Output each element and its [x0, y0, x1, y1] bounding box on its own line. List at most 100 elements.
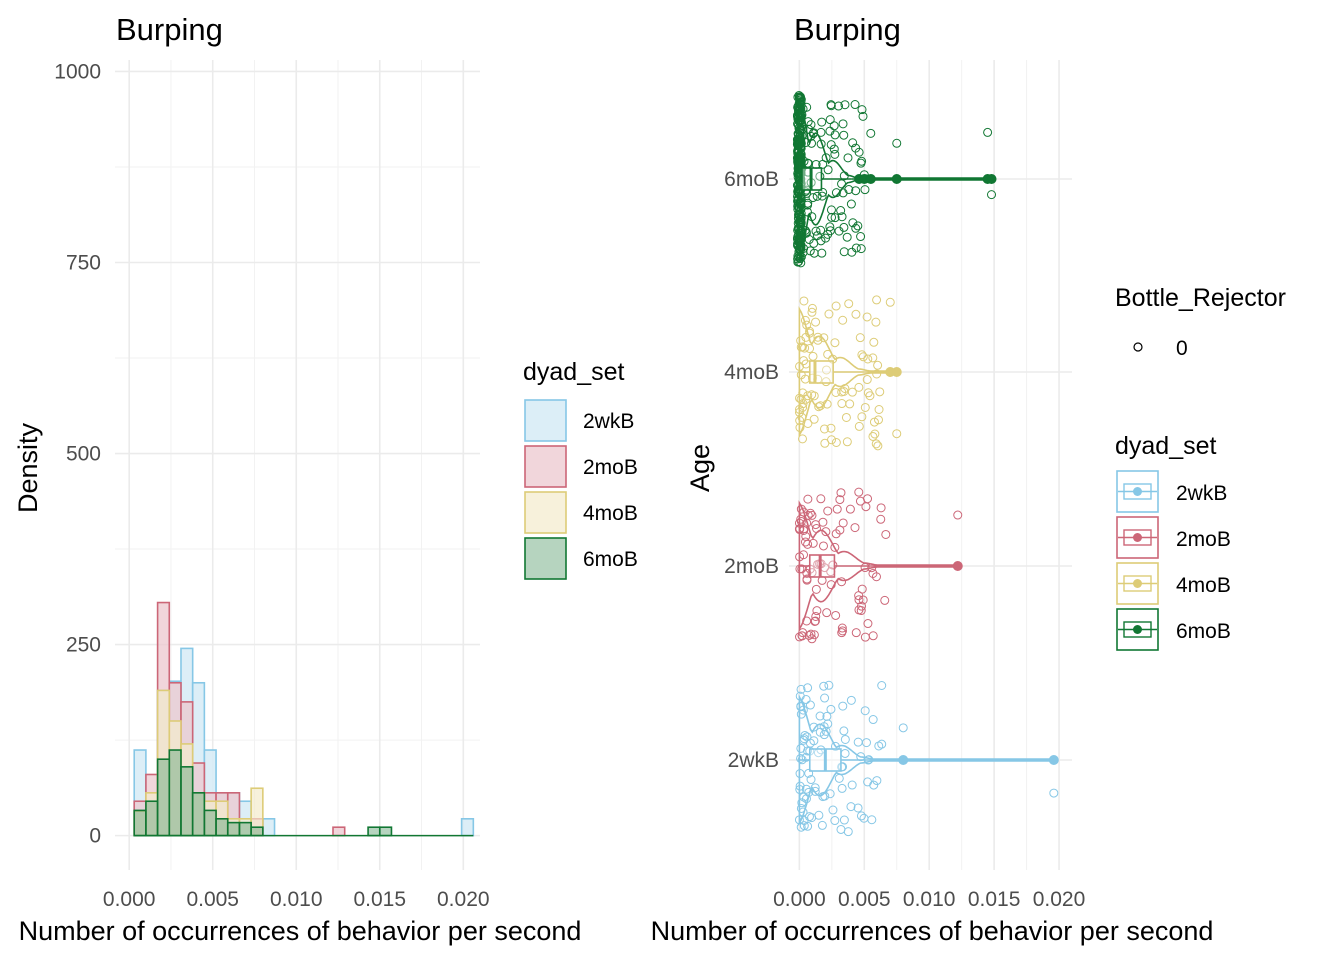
jitter-point: [827, 212, 837, 222]
jitter-point: [817, 820, 827, 830]
jitter-point: [843, 153, 853, 163]
jitter-point: [853, 221, 863, 231]
jitter-point: [823, 719, 833, 729]
jitter-point: [877, 739, 887, 749]
jitter-point: [796, 743, 806, 753]
jitter-point: [860, 632, 870, 642]
jitter-point: [805, 700, 815, 710]
outlier-point: [865, 174, 876, 184]
jitter-point: [869, 337, 879, 347]
jitter-point: [862, 312, 872, 322]
jitter-point: [865, 391, 875, 401]
jitter-point: [801, 531, 811, 541]
jitter-point: [797, 342, 807, 352]
jitter-point: [824, 680, 834, 690]
jitter-point: [828, 560, 838, 570]
jitter-point: [851, 223, 861, 233]
jitter-point: [842, 232, 852, 242]
jitter-point: [797, 131, 807, 141]
jitter-point: [795, 226, 805, 236]
jitter-point: [830, 338, 840, 348]
jitter-point: [868, 715, 878, 725]
jitter-point: [800, 730, 810, 740]
jitter-point: [880, 595, 890, 605]
violin-y-tick-label: 6moB: [724, 168, 779, 191]
histogram-x-axis-title: Number of occurrences of behavior per se…: [19, 916, 582, 946]
jitter-point: [796, 152, 806, 162]
jitter-point: [831, 387, 841, 397]
jitter-point: [810, 786, 820, 796]
histogram-bar: [203, 809, 217, 837]
jitter-point: [819, 333, 829, 343]
histogram-x-tick-label: 0.010: [270, 888, 323, 911]
violin-legend-key-6moB: [1116, 608, 1159, 651]
jitter-point: [851, 309, 861, 319]
histogram-bar: [378, 826, 393, 837]
jitter-point: [807, 510, 817, 520]
jitter-point: [821, 377, 831, 387]
jitter-point: [857, 105, 867, 115]
jitter-point: [809, 414, 819, 424]
jitter-point: [817, 248, 827, 258]
jitter-point: [853, 737, 863, 747]
jitter-point: [823, 506, 833, 516]
jitter-point: [987, 190, 997, 200]
jitter-point: [826, 101, 836, 111]
histogram-bar: [133, 809, 147, 837]
jitter-point: [847, 387, 857, 397]
jitter-point: [821, 153, 831, 163]
histogram-panel: 0 250 500 750 1000 0.000 0.005 0.010 0.015 0.020…: [13, 12, 638, 946]
jitter-point: [804, 235, 814, 245]
outlier-point: [891, 174, 902, 184]
jitter-point: [856, 232, 866, 242]
jitter-point: [806, 629, 816, 639]
jitter-point: [854, 487, 864, 497]
jitter-point: [826, 423, 836, 433]
outlier-point: [1048, 755, 1059, 765]
histogram-bar: [191, 792, 206, 837]
violin-dyad-legend: dyad_set 2wkB 2moB 4moB 6moB: [1115, 432, 1231, 651]
jitter-point: [851, 243, 861, 253]
jitter-point: [800, 343, 810, 353]
jitter-point: [817, 191, 827, 201]
jitter-point: [873, 441, 883, 451]
jitter-point: [839, 815, 849, 825]
jitter-point: [796, 684, 806, 694]
jitter-point: [848, 218, 858, 228]
jitter-point: [846, 199, 856, 209]
jitter-point: [831, 610, 841, 620]
bottle-rejector-legend-title: Bottle_Rejector: [1115, 284, 1286, 312]
jitter-point: [799, 792, 809, 802]
jitter-point: [834, 773, 844, 783]
jitter-point: [874, 415, 884, 425]
histogram-title: Burping: [116, 12, 223, 47]
violin-x-tick-label: 0.020: [1033, 888, 1086, 911]
jitter-point: [808, 538, 818, 548]
jitter-point: [818, 792, 828, 802]
histogram-y-tick-label: 500: [66, 443, 101, 466]
jitter-point: [812, 191, 822, 201]
jitter-point: [843, 827, 853, 837]
jitter-point: [797, 434, 807, 444]
jitter-point: [819, 730, 829, 740]
jitter-point: [840, 734, 850, 744]
jitter-point: [839, 222, 849, 232]
jitter-point: [795, 186, 805, 196]
jitter-point: [836, 206, 846, 216]
jitter-point: [854, 147, 864, 157]
jitter-point: [824, 309, 834, 319]
jitter-point: [830, 213, 840, 223]
jitter-point: [804, 768, 814, 778]
outlier-point: [952, 561, 963, 571]
jitter-point: [807, 373, 817, 383]
jitter-point: [872, 776, 882, 786]
jitter-point: [815, 711, 825, 721]
jitter-point: [863, 619, 873, 629]
jitter-point: [807, 303, 817, 313]
jitter-point: [819, 424, 829, 434]
violin-x-tick-label: 0.015: [968, 888, 1021, 911]
histogram-y-tick-label: 0: [89, 825, 101, 848]
violin-group-4moB: [794, 295, 902, 451]
jitter-point: [875, 387, 885, 397]
